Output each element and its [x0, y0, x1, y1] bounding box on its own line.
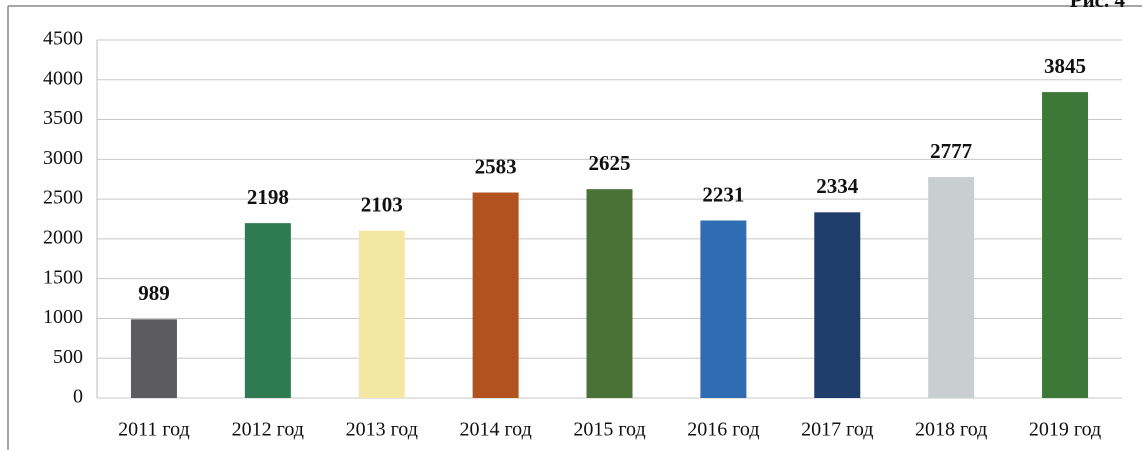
x-tick-label: 2011 год [118, 419, 190, 441]
x-tick-label: 2019 год [1029, 419, 1101, 441]
x-tick-label: 2013 год [346, 419, 418, 441]
y-tick-label: 1000 [43, 306, 83, 328]
x-tick-label: 2016 год [687, 419, 759, 441]
value-label: 2625 [589, 151, 631, 175]
bar [1042, 92, 1089, 398]
y-tick-label: 4500 [43, 28, 83, 50]
y-tick-label: 4000 [43, 67, 83, 89]
y-tick-label: 2500 [43, 187, 83, 209]
y-tick-label: 3500 [43, 107, 83, 129]
bar [358, 230, 405, 398]
y-tick-label: 3000 [43, 147, 83, 169]
x-tick-label: 2018 год [915, 419, 987, 441]
value-label: 2583 [475, 154, 517, 178]
figure-label: Рис. 4 [1070, 0, 1126, 12]
x-tick-label: 2014 год [459, 419, 531, 441]
x-tick-label: 2017 год [801, 419, 873, 441]
value-label: 3845 [1044, 54, 1086, 78]
bar [814, 212, 861, 398]
bar [472, 192, 519, 398]
y-tick-label: 0 [73, 386, 83, 408]
bar [244, 223, 291, 398]
value-label: 2231 [702, 182, 744, 206]
y-tick-label: 1500 [43, 266, 83, 288]
y-tick-label: 500 [53, 346, 83, 368]
value-label: 2777 [930, 139, 972, 163]
bar [130, 319, 177, 398]
bar [700, 220, 747, 398]
y-tick-label: 2000 [43, 226, 83, 248]
value-label: 2198 [247, 185, 289, 209]
value-label: 2103 [361, 193, 403, 217]
x-tick-label: 2012 год [232, 419, 304, 441]
bar [586, 189, 633, 398]
value-label: 2334 [816, 174, 859, 198]
x-tick-label: 2015 год [573, 419, 645, 441]
bar [928, 177, 975, 398]
value-label: 989 [138, 281, 170, 305]
